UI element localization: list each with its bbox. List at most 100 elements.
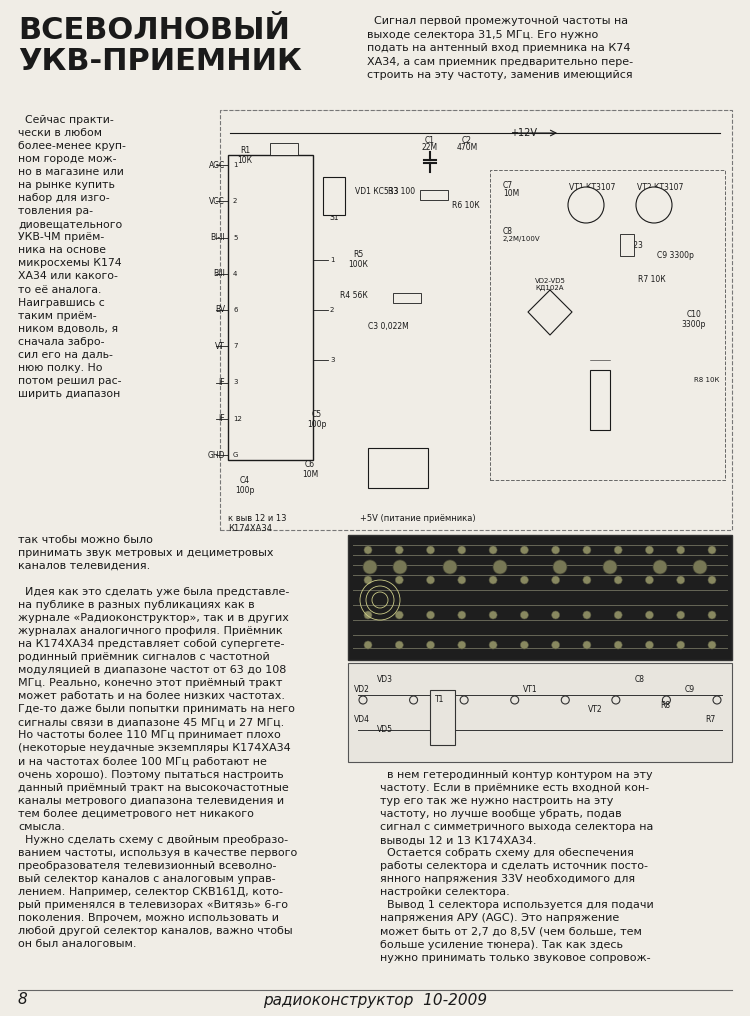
Circle shape bbox=[364, 546, 372, 554]
Circle shape bbox=[364, 641, 372, 649]
Text: R7 10К: R7 10К bbox=[638, 275, 666, 284]
Circle shape bbox=[393, 560, 407, 574]
Bar bbox=[430, 690, 455, 745]
Circle shape bbox=[646, 611, 653, 619]
Text: 6: 6 bbox=[233, 307, 238, 313]
Text: C8: C8 bbox=[503, 228, 513, 237]
Text: 470М: 470М bbox=[456, 143, 478, 152]
Text: T1: T1 bbox=[435, 696, 445, 704]
Circle shape bbox=[364, 611, 372, 619]
Text: G: G bbox=[233, 452, 238, 458]
Circle shape bbox=[636, 187, 672, 223]
Text: радиоконструктор  10-2009: радиоконструктор 10-2009 bbox=[263, 993, 487, 1008]
Bar bbox=[590, 370, 610, 430]
Circle shape bbox=[489, 546, 497, 554]
Circle shape bbox=[676, 641, 685, 649]
Bar bbox=[368, 448, 428, 488]
Text: 4: 4 bbox=[233, 270, 237, 276]
Circle shape bbox=[458, 611, 466, 619]
Text: R8 10К: R8 10К bbox=[694, 377, 719, 383]
Text: VD3: VD3 bbox=[377, 676, 393, 685]
Circle shape bbox=[614, 611, 622, 619]
Text: C6
10М: C6 10М bbox=[302, 460, 318, 480]
Text: R8: R8 bbox=[660, 700, 670, 709]
Text: 8: 8 bbox=[18, 993, 28, 1008]
Circle shape bbox=[489, 576, 497, 584]
Circle shape bbox=[520, 576, 528, 584]
Text: Сигнал первой промежуточной частоты на
выходе селектора 31,5 МГц. Его нужно
пода: Сигнал первой промежуточной частоты на в… bbox=[367, 16, 633, 80]
Text: Z23: Z23 bbox=[629, 241, 644, 250]
Text: R2 33К: R2 33К bbox=[270, 144, 298, 153]
Text: 3: 3 bbox=[233, 380, 238, 385]
Circle shape bbox=[646, 641, 653, 649]
Circle shape bbox=[427, 576, 434, 584]
Circle shape bbox=[363, 560, 377, 574]
Bar bbox=[490, 170, 725, 480]
Circle shape bbox=[364, 576, 372, 584]
Text: VD1 КС533: VD1 КС533 bbox=[355, 188, 398, 196]
Circle shape bbox=[676, 546, 685, 554]
Text: VD2-VD5: VD2-VD5 bbox=[535, 278, 566, 284]
Circle shape bbox=[489, 641, 497, 649]
Circle shape bbox=[458, 546, 466, 554]
Text: C2: C2 bbox=[462, 136, 472, 145]
Circle shape bbox=[583, 546, 591, 554]
Circle shape bbox=[646, 546, 653, 554]
Text: BIII: BIII bbox=[213, 269, 225, 278]
Bar bbox=[228, 155, 313, 460]
Text: 1: 1 bbox=[330, 257, 334, 263]
Text: 2,2М/100V: 2,2М/100V bbox=[503, 236, 541, 242]
Text: VD5: VD5 bbox=[377, 725, 393, 735]
Text: GHD: GHD bbox=[208, 450, 225, 459]
Circle shape bbox=[552, 576, 560, 584]
Circle shape bbox=[583, 576, 591, 584]
Text: R6 10К: R6 10К bbox=[452, 201, 480, 210]
Circle shape bbox=[583, 641, 591, 649]
Text: Сейчас практи-
чески в любом
более-менее круп-
ном городе мож-
но в магазине или: Сейчас практи- чески в любом более-менее… bbox=[18, 115, 126, 399]
Circle shape bbox=[520, 641, 528, 649]
Text: C9: C9 bbox=[685, 686, 695, 695]
Text: R3 100: R3 100 bbox=[388, 188, 416, 196]
Circle shape bbox=[653, 560, 667, 574]
Text: С10
3300р: С10 3300р bbox=[682, 310, 706, 329]
Circle shape bbox=[553, 560, 567, 574]
Text: C8: C8 bbox=[635, 676, 645, 685]
Circle shape bbox=[427, 641, 434, 649]
Bar bbox=[323, 177, 345, 215]
Circle shape bbox=[708, 611, 716, 619]
Text: VD4: VD4 bbox=[354, 715, 370, 724]
Text: BI-II: BI-II bbox=[210, 233, 225, 242]
Circle shape bbox=[427, 611, 434, 619]
Text: +5V (питание приёмника): +5V (питание приёмника) bbox=[360, 514, 476, 523]
Circle shape bbox=[395, 576, 404, 584]
Text: T1: T1 bbox=[596, 415, 604, 424]
Circle shape bbox=[520, 546, 528, 554]
Text: С3 0,022М: С3 0,022М bbox=[368, 321, 409, 330]
Text: 2: 2 bbox=[330, 307, 334, 313]
Text: 2: 2 bbox=[233, 198, 237, 204]
Circle shape bbox=[568, 187, 604, 223]
Text: 1: 1 bbox=[233, 162, 238, 168]
Text: ВСЕВОЛНОВЫЙ
УКВ-ПРИЕМНИК: ВСЕВОЛНОВЫЙ УКВ-ПРИЕМНИК bbox=[18, 16, 302, 76]
Text: в нем гетеродинный контур контуром на эту
частоту. Если в приёмнике есть входной: в нем гетеродинный контур контуром на эт… bbox=[380, 770, 654, 962]
Circle shape bbox=[583, 611, 591, 619]
Circle shape bbox=[443, 560, 457, 574]
Text: КД102А: КД102А bbox=[536, 285, 564, 292]
Text: C4
100р: C4 100р bbox=[236, 477, 255, 496]
Bar bbox=[620, 234, 634, 256]
Bar bbox=[420, 190, 448, 200]
Text: C1: C1 bbox=[425, 136, 435, 145]
Text: AGC: AGC bbox=[209, 161, 225, 170]
Text: 5: 5 bbox=[233, 235, 237, 241]
Circle shape bbox=[603, 560, 617, 574]
Text: +12V: +12V bbox=[510, 128, 537, 138]
Text: R1
10К: R1 10К bbox=[238, 146, 253, 166]
Circle shape bbox=[395, 546, 404, 554]
Text: C7: C7 bbox=[503, 182, 513, 191]
Circle shape bbox=[708, 546, 716, 554]
Circle shape bbox=[395, 641, 404, 649]
Bar bbox=[270, 143, 298, 155]
Text: VT1 КТ3107: VT1 КТ3107 bbox=[569, 183, 615, 192]
Circle shape bbox=[708, 641, 716, 649]
Text: IF: IF bbox=[218, 415, 225, 424]
